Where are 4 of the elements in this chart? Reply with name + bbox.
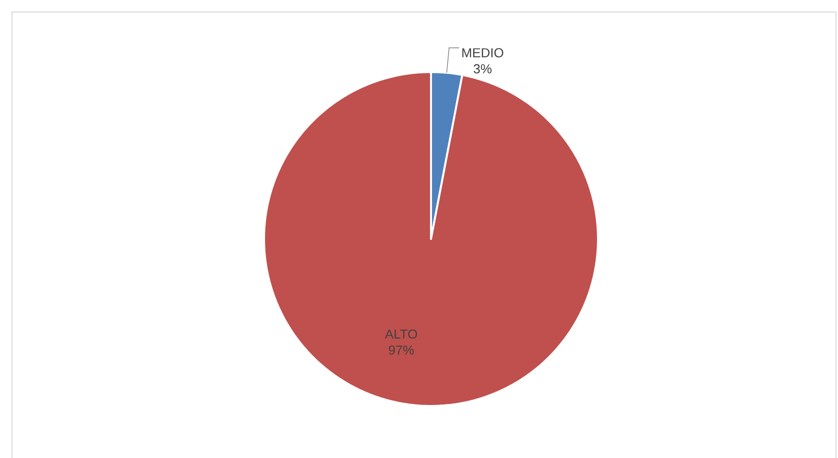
slice-label: ALTO [384, 329, 418, 339]
data-label: 97% [388, 345, 414, 355]
data-label: 3% [474, 64, 492, 74]
slice-label: MEDIO [462, 48, 504, 58]
